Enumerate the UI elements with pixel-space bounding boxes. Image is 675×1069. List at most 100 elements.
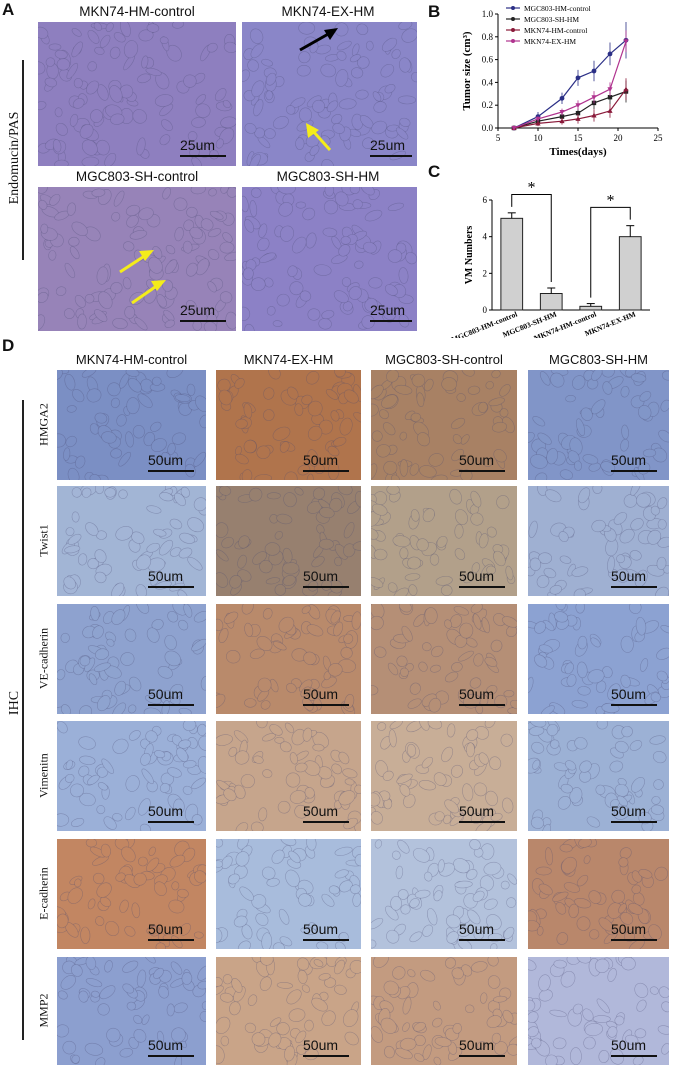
- ihc-image: [371, 486, 517, 596]
- ihc-scale-label: 50um: [303, 568, 339, 584]
- y-tick-label: 0.8: [482, 32, 494, 42]
- x-tick-label: 10: [534, 133, 544, 143]
- ihc-scale-line: [303, 704, 349, 706]
- ihc-scale-label: 50um: [303, 686, 339, 702]
- significance-bracket: [590, 206, 631, 298]
- yellow-arrow-icon: [119, 250, 154, 274]
- ihc-image: [57, 604, 206, 714]
- y-tick-label: 0.6: [482, 55, 494, 65]
- panel-letter-c: C: [428, 162, 441, 181]
- y-tick-label: 4: [483, 232, 488, 242]
- bar: [539, 293, 563, 311]
- panel-a-image-mgc803-sh-hm: [242, 187, 417, 331]
- ihc-row-label: E-cadherin: [36, 867, 51, 920]
- legend-marker: [511, 28, 515, 32]
- legend-label: MGC803-HM-control: [524, 4, 591, 13]
- panel-a-title-1: MKN74-EX-HM: [281, 4, 375, 19]
- data-point: [575, 103, 581, 108]
- ihc-scale-line: [148, 586, 194, 588]
- data-point: [623, 39, 629, 45]
- panel-d-side-line: [22, 400, 24, 1040]
- ihc-scale-label: 50um: [303, 1037, 339, 1053]
- ihc-scale-label: 50um: [303, 452, 339, 468]
- y-tick-label: 1.0: [482, 9, 494, 19]
- panel-a-title-2: MGC803-SH-control: [75, 169, 199, 184]
- ihc-image: [371, 370, 517, 480]
- ihc-image: [528, 957, 669, 1065]
- bar: [618, 236, 642, 311]
- ihc-scale-line: [148, 470, 194, 472]
- data-point: [511, 126, 517, 131]
- ihc-scale-label: 50um: [611, 803, 647, 819]
- ihc-column-title: MKN74-HM-control: [75, 352, 188, 367]
- ihc-scale-line: [459, 470, 505, 472]
- legend-marker: [511, 6, 515, 10]
- ihc-scale-line: [303, 821, 349, 823]
- data-point: [535, 116, 541, 122]
- data-point: [591, 68, 597, 74]
- ihc-image: [57, 839, 206, 949]
- panel-a-scale-3: 25um: [370, 302, 406, 318]
- ihc-scale-line: [611, 821, 657, 823]
- ihc-scale-label: 50um: [459, 921, 495, 937]
- bar: [579, 305, 603, 311]
- panel-a-scale-line-3: [370, 320, 412, 322]
- ihc-row-label: VE-cadherin: [36, 627, 51, 690]
- ihc-scale-line: [148, 821, 194, 823]
- ihc-column-title: MGC803-SH-control: [385, 352, 503, 367]
- ihc-column-title: MGC803-SH-HM: [549, 352, 648, 367]
- ihc-scale-line: [148, 704, 194, 706]
- significance-star: *: [528, 180, 536, 197]
- ihc-image: [216, 839, 361, 949]
- data-point: [591, 112, 597, 118]
- ihc-scale-line: [611, 470, 657, 472]
- ihc-image: [371, 839, 517, 949]
- ihc-image: [57, 721, 206, 831]
- ihc-scale-line: [303, 939, 349, 941]
- ihc-image: [57, 957, 206, 1065]
- legend-label: MKN74-EX-HM: [524, 37, 576, 46]
- data-point: [535, 120, 541, 126]
- ihc-scale-label: 50um: [611, 568, 647, 584]
- data-point: [575, 110, 581, 116]
- ihc-image: [57, 370, 206, 480]
- ihc-image: [216, 957, 361, 1065]
- ihc-image: [528, 604, 669, 714]
- panel-a-scale-line-2: [180, 320, 226, 322]
- ihc-scale-label: 50um: [148, 568, 184, 584]
- data-point: [607, 87, 613, 93]
- ihc-image: [528, 721, 669, 831]
- y-axis-label: Tumor size (cm³): [461, 31, 473, 110]
- data-point: [559, 114, 565, 119]
- data-point: [591, 95, 597, 101]
- ihc-scale-label: 50um: [148, 1037, 184, 1053]
- data-point: [575, 75, 581, 81]
- significance-star: *: [607, 192, 615, 209]
- ihc-scale-label: 50um: [148, 452, 184, 468]
- ihc-scale-label: 50um: [611, 452, 647, 468]
- panel-letter-a: A: [2, 0, 15, 19]
- yellow-arrow-icon: [131, 280, 166, 305]
- ihc-image: [528, 839, 669, 949]
- ihc-scale-label: 50um: [148, 686, 184, 702]
- ihc-scale-line: [611, 1055, 657, 1057]
- ihc-scale-label: 50um: [459, 1037, 495, 1053]
- ihc-scale-line: [148, 1055, 194, 1057]
- ihc-scale-line: [611, 939, 657, 941]
- ihc-image: [216, 370, 361, 480]
- ihc-image: [216, 721, 361, 831]
- ihc-image: [216, 486, 361, 596]
- panel-a-scale-2: 25um: [180, 302, 216, 318]
- panel-letter-d: D: [2, 336, 15, 355]
- legend-label: MGC803-SH-HM: [524, 15, 579, 24]
- significance-bracket: [511, 194, 552, 282]
- data-point: [559, 95, 565, 101]
- panel-a-image-mgc803-sh-control: [38, 187, 236, 331]
- ihc-image: [528, 370, 669, 480]
- black-arrow-icon: [299, 28, 338, 52]
- ihc-scale-line: [303, 470, 349, 472]
- panel-a-scale-line-0: [180, 155, 226, 157]
- ihc-scale-label: 50um: [611, 686, 647, 702]
- ihc-scale-label: 50um: [148, 803, 184, 819]
